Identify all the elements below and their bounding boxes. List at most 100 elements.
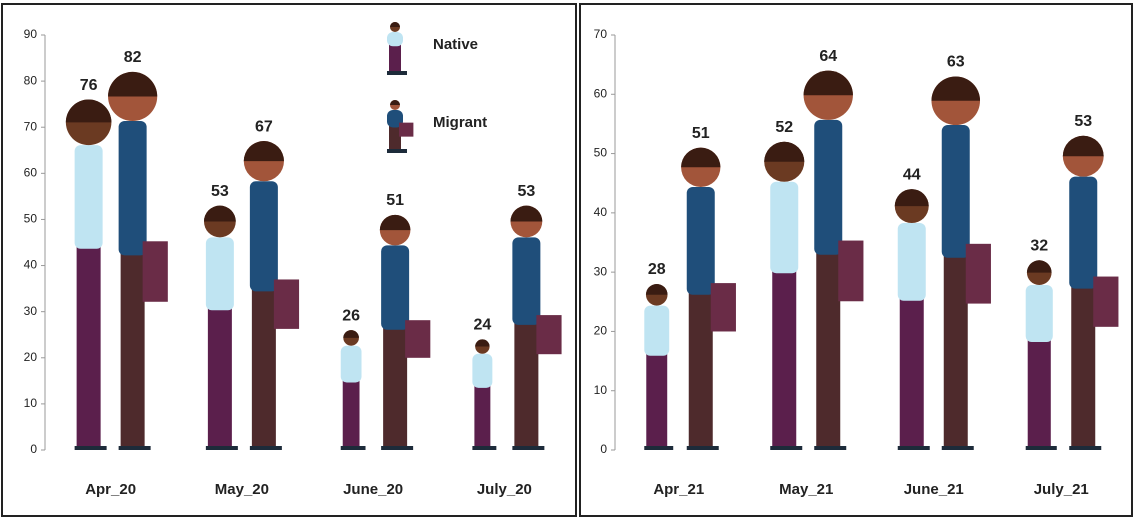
hair [764, 141, 805, 162]
legs [251, 289, 276, 450]
torso [340, 345, 362, 383]
hair [390, 22, 400, 27]
shoe [941, 446, 974, 450]
hair [379, 214, 411, 231]
hair [243, 141, 284, 162]
value-label: 64 [819, 48, 837, 65]
briefcase [965, 243, 991, 304]
legend-icon [387, 22, 407, 75]
legs [1071, 286, 1096, 450]
y-tick-label: 70 [594, 27, 608, 41]
shoe [74, 446, 107, 450]
legs [816, 252, 841, 450]
torso [74, 145, 103, 249]
torso [1025, 284, 1053, 342]
legs [688, 292, 713, 450]
y-tick-label: 50 [594, 146, 608, 160]
y-tick-label: 0 [30, 442, 37, 456]
torso [644, 305, 670, 356]
shoe [686, 446, 719, 450]
torso [941, 125, 970, 258]
y-tick-label: 70 [24, 119, 38, 133]
figure [379, 214, 431, 450]
shoe [770, 446, 803, 450]
legs [389, 44, 401, 75]
shoe [644, 446, 674, 450]
figure [803, 70, 864, 450]
value-label: 52 [775, 119, 793, 136]
figure [510, 205, 562, 450]
shoe [1069, 446, 1102, 450]
figure [203, 205, 238, 450]
value-label: 24 [473, 317, 491, 334]
figure [108, 71, 168, 450]
legs [207, 308, 232, 450]
y-tick-label: 10 [594, 383, 608, 397]
shoe [249, 446, 282, 450]
value-label: 32 [1030, 238, 1048, 255]
torso [897, 223, 926, 301]
hair [894, 189, 929, 207]
legend-icon [387, 100, 414, 153]
shoe [472, 446, 497, 450]
torso [512, 237, 541, 325]
value-label: 44 [903, 166, 921, 183]
value-label: 53 [1074, 113, 1092, 130]
briefcase [142, 241, 168, 302]
briefcase [273, 279, 300, 329]
shoe [340, 446, 366, 450]
hair [803, 70, 853, 96]
briefcase [1093, 276, 1119, 327]
legs [76, 246, 101, 450]
legs [943, 255, 968, 450]
x-tick-label: May_20 [215, 481, 269, 498]
legend-label: Native [433, 36, 478, 53]
value-label: 51 [386, 192, 404, 209]
briefcase [838, 240, 864, 302]
figure [1025, 260, 1057, 450]
value-label: 53 [517, 183, 535, 200]
torso [814, 119, 843, 255]
hair [931, 76, 981, 101]
y-tick-label: 80 [24, 73, 38, 87]
figure [681, 147, 736, 450]
x-tick-label: Apr_20 [85, 481, 136, 498]
y-tick-label: 30 [24, 304, 38, 318]
hair [645, 284, 668, 295]
y-tick-label: 60 [594, 86, 608, 100]
figure [644, 284, 674, 450]
hair [1062, 135, 1104, 157]
briefcase [710, 283, 736, 332]
figure [764, 141, 805, 450]
y-tick-label: 10 [24, 396, 38, 410]
hair [475, 339, 490, 347]
hair [108, 71, 158, 97]
y-tick-label: 40 [594, 205, 608, 219]
shoe [1025, 446, 1057, 450]
panel-frame [1, 3, 577, 517]
hair [343, 330, 359, 338]
value-label: 28 [648, 261, 666, 278]
shoe [381, 446, 414, 450]
shoe [387, 149, 407, 153]
y-tick-label: 20 [24, 350, 38, 364]
x-tick-label: July_20 [477, 481, 532, 498]
legs [474, 385, 491, 450]
figure [894, 189, 930, 450]
briefcase [399, 122, 414, 137]
shoe [387, 71, 407, 75]
x-tick-label: June_21 [904, 481, 964, 498]
value-label: 63 [947, 54, 965, 71]
hair [1026, 260, 1052, 273]
legs [383, 327, 408, 450]
shoe [118, 446, 151, 450]
value-label: 51 [692, 125, 710, 142]
legs [1027, 339, 1051, 450]
value-label: 76 [80, 77, 98, 94]
y-tick-label: 40 [24, 258, 38, 272]
shoe [512, 446, 545, 450]
figure [340, 330, 366, 450]
briefcase [536, 315, 562, 355]
y-tick-label: 30 [594, 264, 608, 278]
y-tick-label: 90 [24, 27, 38, 41]
